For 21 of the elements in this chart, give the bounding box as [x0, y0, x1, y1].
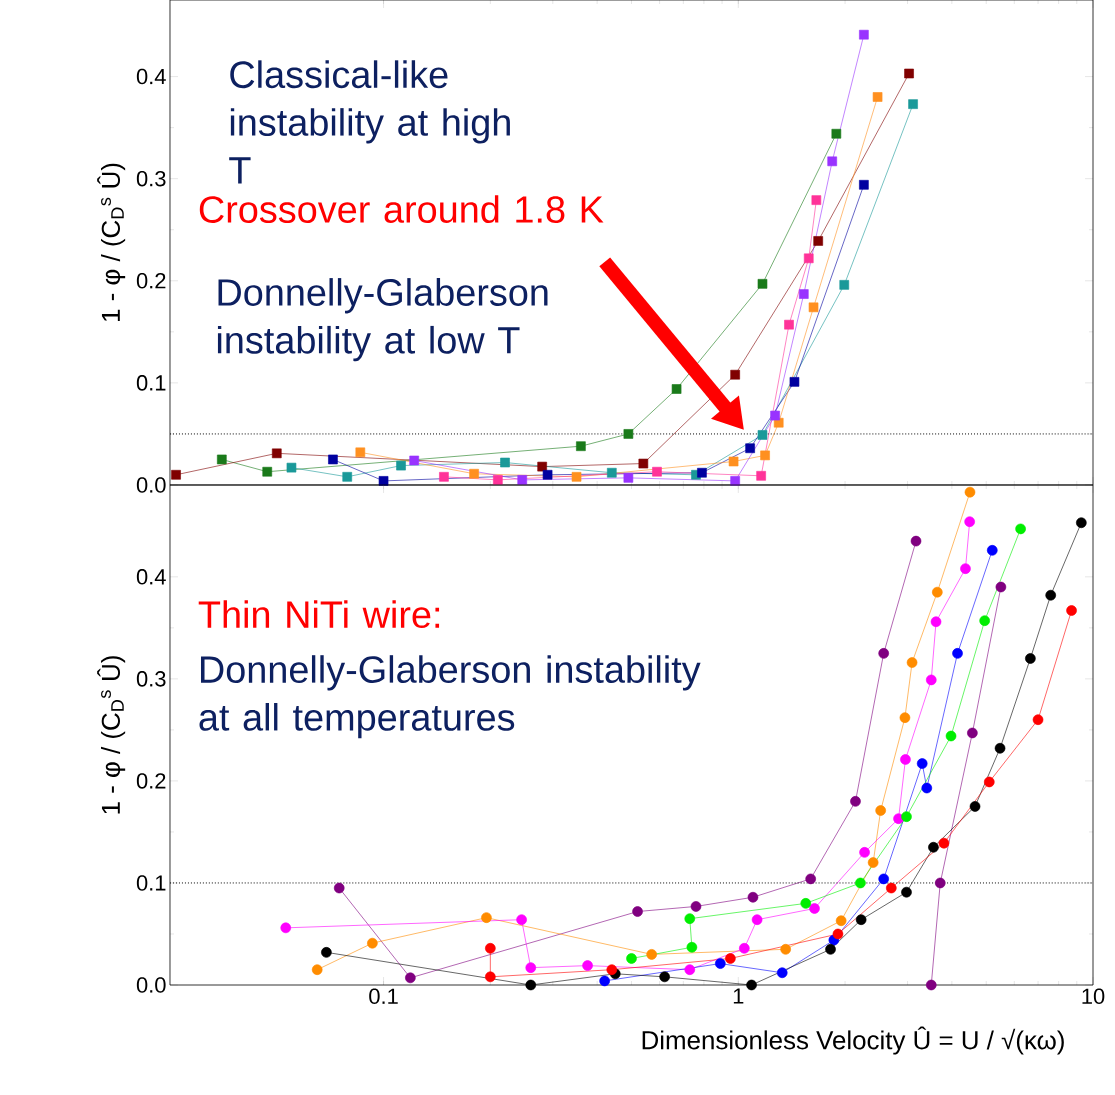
y-tick-label: 0.3: [136, 671, 166, 687]
annotation: Donnelly-Glaberson instability at low T: [217, 278, 548, 362]
x-tick-label: 10: [1082, 988, 1105, 1005]
y-tick-label: 0.3: [136, 170, 166, 187]
y-axis-title: 1 - φ / (C$_{D}$$^{s}$ Û): [97, 163, 126, 321]
y-tick-label: 0.4: [136, 569, 166, 585]
x-tick-label: 1: [733, 988, 744, 1004]
y-tick-label: 0.2: [136, 273, 166, 289]
y-tick-label: 0.1: [136, 375, 166, 391]
y-axis-title: 1 - φ / (C$_{D}$$^{s}$ Û): [97, 656, 126, 814]
y-tick-label: 0.4: [136, 68, 166, 85]
annotation: Donnelly-Glaberson instability at all temperatures: [199, 655, 701, 739]
annotation: Thin NiTi wire:: [198, 600, 440, 628]
x-tick-label: 0.1: [369, 988, 398, 1005]
y-tick-label: 0.2: [136, 773, 166, 789]
y-tick-label: 0.0: [136, 477, 166, 493]
y-tick-label: 0.0: [136, 977, 166, 993]
y-tick-label: 0.1: [136, 875, 166, 891]
annotation: Classical-like instability at high T: [229, 60, 510, 184]
annotation: Crossover around 1.8 K: [199, 195, 604, 223]
x-axis-title: Dimensionless Velocity Û = U / √(κω): [642, 1026, 1064, 1055]
